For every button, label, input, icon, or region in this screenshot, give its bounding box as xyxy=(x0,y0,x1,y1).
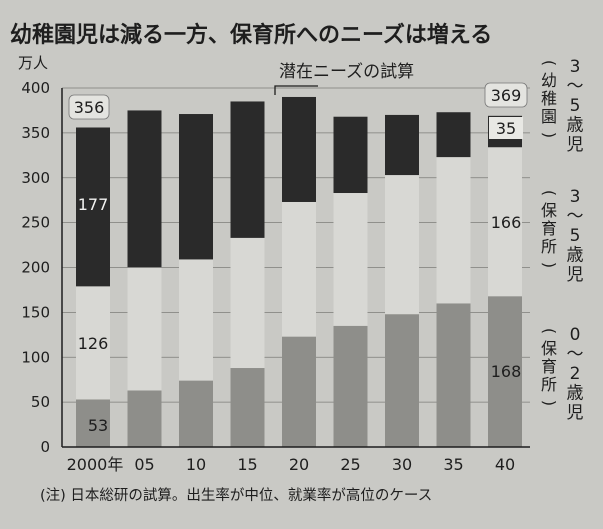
legend-paren-char: ) xyxy=(540,400,559,406)
bar-segment-series-1 xyxy=(436,157,471,304)
legend-paren-char: ( xyxy=(540,328,559,334)
bar-segment-series-2 xyxy=(179,114,213,260)
x-tick-label: 25 xyxy=(340,455,360,474)
bar-segment-series-0 xyxy=(488,296,522,447)
estimate-bracket xyxy=(274,85,318,95)
total-first-box xyxy=(68,94,110,120)
y-tick-label: 300 xyxy=(21,169,50,187)
bar-segment-series-2 xyxy=(385,114,419,176)
bar-segment-series-0 xyxy=(282,336,316,447)
bar-segment-series-1 xyxy=(333,193,368,326)
legend-char: 0 xyxy=(570,325,581,345)
legend-char: 3 xyxy=(570,57,581,77)
legend-char: 〜 xyxy=(567,345,584,365)
bar-segment-series-0 xyxy=(179,380,213,447)
legend-paren-char: 保 xyxy=(541,339,557,358)
x-tick-label: 35 xyxy=(443,455,463,474)
x-axis-ticks: 2000年 05 10 15 20 25 30 35 40 xyxy=(67,455,516,474)
legend-paren-char: 保 xyxy=(541,201,557,220)
legend-paren-char: ) xyxy=(540,132,559,138)
bar-segment-series-2 xyxy=(333,116,368,194)
bar-segment-series-0 xyxy=(127,390,162,447)
y-tick-label: 0 xyxy=(40,438,50,456)
legend-char: 〜 xyxy=(567,77,584,97)
y-axis-ticks: 0 50 100 150 200 250 300 350 400 xyxy=(21,79,50,456)
y-tick-label: 400 xyxy=(21,79,50,97)
total-last-box xyxy=(484,82,528,108)
x-tick-label: 15 xyxy=(237,455,257,474)
middle-last-label: 166 xyxy=(491,213,522,232)
legend-char: 歳 xyxy=(567,384,584,404)
x-tick-label: 40 xyxy=(495,455,515,474)
bars xyxy=(76,96,522,447)
y-tick-label: 350 xyxy=(21,124,50,142)
legend-paren-char: ) xyxy=(540,262,559,268)
footnote: (注) 日本総研の試算。出生率が中位、就業率が高位のケース xyxy=(40,487,432,504)
legend-paren-char: 育 xyxy=(541,219,557,238)
bar-segment-series-2 xyxy=(230,101,265,238)
legend-char: 児 xyxy=(567,135,584,155)
total-last-label: 369 xyxy=(491,86,522,105)
bar-segment-series-2 xyxy=(436,112,471,158)
y-tick-label: 200 xyxy=(21,259,50,277)
estimate-label: 潜在ニーズの試算 xyxy=(279,62,414,82)
bar-segment-series-0 xyxy=(76,399,110,447)
bar-segment-series-1 xyxy=(179,259,213,381)
x-tick-label: 10 xyxy=(186,455,206,474)
bar-segment-series-1 xyxy=(385,175,419,315)
legend: 3〜5歳児(幼稚園)3〜5歳児(保育所)0〜2歳児(保育所) xyxy=(540,57,584,423)
legend-paren-char: 所 xyxy=(541,375,557,394)
legend-paren-char: ( xyxy=(540,190,559,196)
y-axis-unit: 万人 xyxy=(18,54,48,72)
bar-segment-series-1 xyxy=(282,201,316,337)
middle-first-label: 126 xyxy=(78,334,109,353)
y-tick-label: 250 xyxy=(21,214,50,232)
bar-segment-series-0 xyxy=(333,325,368,447)
bar-segment-series-1 xyxy=(127,267,162,391)
bottom-first-label: 53 xyxy=(88,416,108,435)
x-tick-label: 30 xyxy=(392,455,412,474)
legend-paren-char: 幼 xyxy=(541,71,557,90)
legend-char: 〜 xyxy=(567,207,584,227)
bar-segment-series-0 xyxy=(436,303,471,447)
legend-paren-char: 育 xyxy=(541,357,557,376)
legend-char: 5 xyxy=(570,96,581,116)
legend-char: 児 xyxy=(567,403,584,423)
x-tick-label: 05 xyxy=(134,455,154,474)
legend-paren-char: 所 xyxy=(541,237,557,256)
bar-segment-series-1 xyxy=(230,237,265,369)
top-last-label: 35 xyxy=(496,119,516,138)
legend-char: 歳 xyxy=(567,246,584,266)
bar-segment-series-1 xyxy=(488,147,522,297)
bar-segment-series-0 xyxy=(230,368,265,447)
bar-segment-series-2 xyxy=(76,127,110,287)
total-first-label: 356 xyxy=(74,98,105,117)
top-last-box xyxy=(489,117,523,139)
x-tick-label: 2000年 xyxy=(67,455,124,474)
legend-paren-char: ( xyxy=(540,60,559,66)
chart-title: 幼稚園児は減る一方、保育所へのニーズは増える xyxy=(10,22,492,48)
legend-char: 児 xyxy=(567,265,584,285)
legend-paren-char: 稚 xyxy=(541,89,557,108)
x-tick-label: 20 xyxy=(289,455,309,474)
bar-segment-series-2 xyxy=(282,96,316,202)
legend-char: 歳 xyxy=(567,116,584,136)
bar-segment-series-1 xyxy=(76,286,110,400)
y-tick-label: 150 xyxy=(21,303,50,321)
legend-char: 2 xyxy=(570,364,581,384)
bar-segment-series-2 xyxy=(127,110,162,268)
legend-char: 3 xyxy=(570,187,581,207)
y-tick-label: 100 xyxy=(21,348,50,366)
y-tick-label: 50 xyxy=(31,393,50,411)
bar-segment-series-0 xyxy=(385,314,419,447)
legend-paren-char: 園 xyxy=(541,107,557,126)
legend-char: 5 xyxy=(570,226,581,246)
bottom-last-label: 168 xyxy=(491,362,522,381)
top-first-label: 177 xyxy=(78,195,109,214)
